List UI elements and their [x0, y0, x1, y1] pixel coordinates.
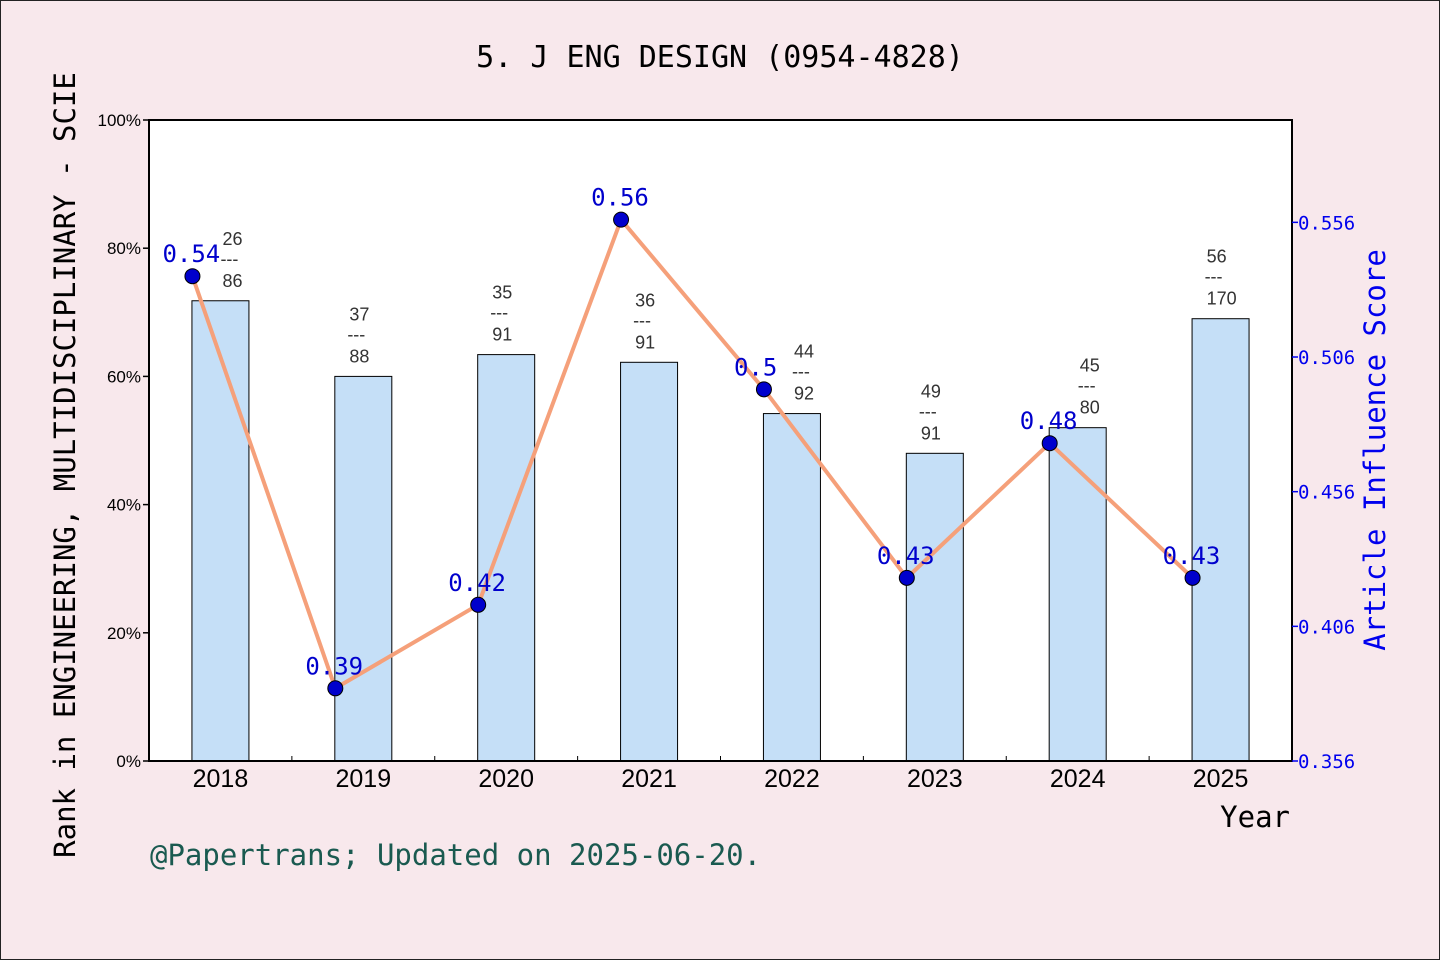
ais-point-2024	[1041, 435, 1058, 452]
right-tick-label: 0.556	[1298, 212, 1355, 234]
rank-label-2023: 49	[921, 381, 941, 401]
bar-2022	[762, 413, 821, 762]
rank-label-2020: 35	[492, 283, 512, 303]
ais-label-2019: 0.39	[305, 652, 363, 680]
ais-point-2019	[327, 680, 344, 697]
ais-point-2021	[613, 211, 630, 228]
rank-total-2019: 88	[349, 346, 369, 366]
bars-group	[191, 300, 1250, 762]
rank-sep-2019: ---	[347, 324, 365, 344]
ais-label-2022: 0.5	[734, 353, 777, 381]
right-tick-label: 0.456	[1298, 482, 1355, 504]
rank-sep-2018: ---	[220, 249, 238, 269]
chart-title: 5. J ENG DESIGN (0954-4828)	[476, 40, 964, 75]
ais-label-2018: 0.54	[162, 240, 220, 268]
x-tick-label-2019: 2019	[336, 765, 392, 793]
bar-2021	[620, 361, 679, 762]
rank-total-2021: 91	[635, 332, 655, 352]
rank-label-2025: 56	[1207, 247, 1227, 267]
bar-2019	[334, 375, 393, 762]
left-tick-label: 100%	[98, 111, 141, 130]
bar-2020	[477, 354, 536, 762]
right-tick-label: 0.506	[1298, 347, 1355, 369]
rank-total-2025: 170	[1207, 289, 1237, 309]
x-axis-label: Year	[1220, 800, 1290, 834]
rank-sep-2025: ---	[1205, 267, 1223, 287]
rank-total-2018: 86	[222, 271, 242, 291]
rank-label-2018: 26	[222, 229, 242, 249]
left-tick-label: 0%	[116, 752, 141, 771]
ais-point-2023	[898, 569, 915, 586]
rank-label-2021: 36	[635, 290, 655, 310]
rank-total-2022: 92	[794, 384, 814, 404]
x-tick-label-2020: 2020	[478, 765, 534, 793]
ais-label-2025: 0.43	[1163, 542, 1221, 570]
right-tick-label: 0.356	[1298, 751, 1355, 773]
rank-total-2024: 80	[1080, 398, 1100, 418]
bar-2024	[1048, 427, 1107, 762]
rank-label-2024: 45	[1080, 356, 1100, 376]
left-tick-label: 80%	[107, 239, 141, 258]
rank-sep-2024: ---	[1078, 376, 1096, 396]
rank-total-2020: 91	[492, 325, 512, 345]
ais-label-2020: 0.42	[448, 569, 506, 597]
ais-label-2024: 0.48	[1020, 407, 1078, 435]
left-axis: 0% 20% 40% 60% 80% 100%	[98, 111, 149, 771]
line-group	[184, 211, 1201, 697]
x-tick-label-2023: 2023	[907, 765, 963, 793]
x-tick-label-2025: 2025	[1193, 765, 1249, 793]
rank-label-2019: 37	[349, 304, 369, 324]
right-axis: 0.356 0.406 0.456 0.506 0.556	[1292, 212, 1355, 773]
rank-sep-2020: ---	[490, 303, 508, 323]
ais-point-2025	[1184, 569, 1201, 586]
left-tick-label: 20%	[107, 624, 141, 643]
rank-sep-2023: ---	[919, 401, 937, 421]
right-axis-label: Article Influence Score	[1358, 249, 1392, 651]
credit-annotation: @Papertrans; Updated on 2025-06-20.	[150, 838, 761, 872]
x-axis: 2018 2019 2020 2021 2022 2023 2024 2025	[193, 756, 1249, 793]
rank-total-2023: 91	[921, 423, 941, 443]
bar-2023	[905, 452, 964, 762]
ais-point-2018	[184, 268, 201, 285]
rank-sep-2021: ---	[633, 310, 651, 330]
ais-label-2023: 0.43	[877, 542, 935, 570]
x-tick-label-2021: 2021	[621, 765, 677, 793]
rank-sep-2022: ---	[792, 362, 810, 382]
x-tick-label-2024: 2024	[1050, 765, 1106, 793]
bar-2018	[191, 300, 250, 762]
data-labels-group: 0.540.390.420.560.50.430.480.4326---8637…	[162, 184, 1236, 681]
x-tick-label-2022: 2022	[764, 765, 820, 793]
rank-label-2022: 44	[794, 342, 814, 362]
ais-label-2021: 0.56	[591, 184, 649, 212]
left-axis-label: Rank in ENGINEERING, MULTIDISCIPLINARY -…	[48, 72, 82, 858]
ais-line	[190, 217, 1194, 691]
right-tick-label: 0.406	[1298, 616, 1355, 638]
left-tick-label: 60%	[107, 367, 141, 386]
left-tick-label: 40%	[107, 496, 141, 515]
x-tick-label-2018: 2018	[193, 765, 249, 793]
ais-point-2020	[470, 596, 487, 613]
ais-point-2022	[755, 381, 772, 398]
bar-2025	[1191, 318, 1250, 762]
